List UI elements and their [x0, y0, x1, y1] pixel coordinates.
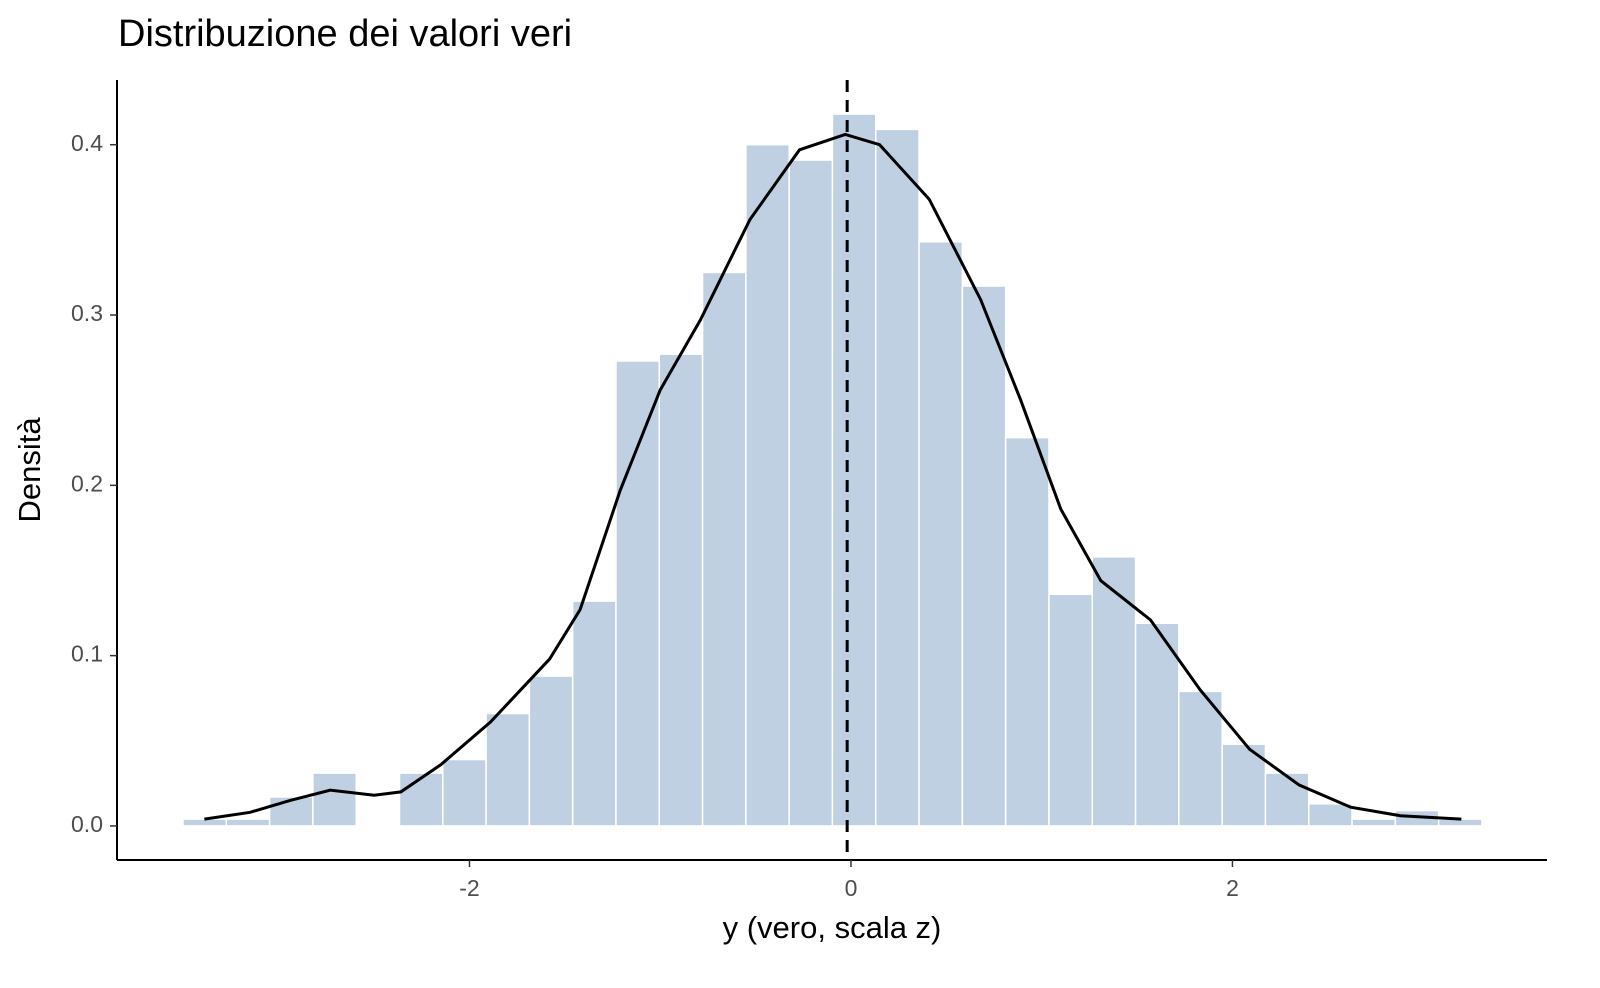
bar	[875, 128, 920, 827]
bar	[1091, 556, 1137, 827]
bar	[1221, 743, 1267, 827]
bar	[658, 353, 704, 827]
bar	[831, 113, 877, 827]
bar	[1264, 772, 1310, 827]
x-axis-title: y (vero, scala z)	[723, 910, 942, 945]
y-axis-title: Densità	[12, 417, 47, 523]
x-tick-label: 0	[845, 875, 858, 901]
x-tick-label: -2	[459, 875, 479, 901]
y-tick-label: 0.1	[71, 641, 103, 667]
bar	[1134, 622, 1180, 827]
y-tick-label: 0.2	[71, 470, 103, 496]
x-tick-label: 2	[1226, 875, 1239, 901]
bar	[788, 159, 834, 827]
bar	[745, 143, 790, 827]
bar	[442, 758, 487, 827]
bar	[225, 818, 271, 827]
bar	[615, 360, 661, 827]
bar	[528, 675, 574, 827]
bar	[918, 241, 964, 827]
bar	[1004, 436, 1050, 827]
bar	[398, 772, 444, 827]
bar	[312, 772, 357, 827]
bar	[485, 712, 531, 827]
y-tick-label: 0.3	[71, 300, 103, 326]
bar	[1351, 818, 1397, 827]
y-tick-label: 0.0	[71, 811, 103, 837]
density-line	[204, 132, 1462, 821]
chart-title: Distribuzione dei valori veri	[118, 13, 572, 55]
bar	[1308, 803, 1353, 827]
bar	[1178, 690, 1223, 827]
bar	[571, 600, 617, 827]
bar	[1048, 593, 1094, 827]
y-tick-label: 0.4	[71, 130, 103, 156]
bar	[701, 271, 747, 827]
bar	[961, 285, 1007, 827]
